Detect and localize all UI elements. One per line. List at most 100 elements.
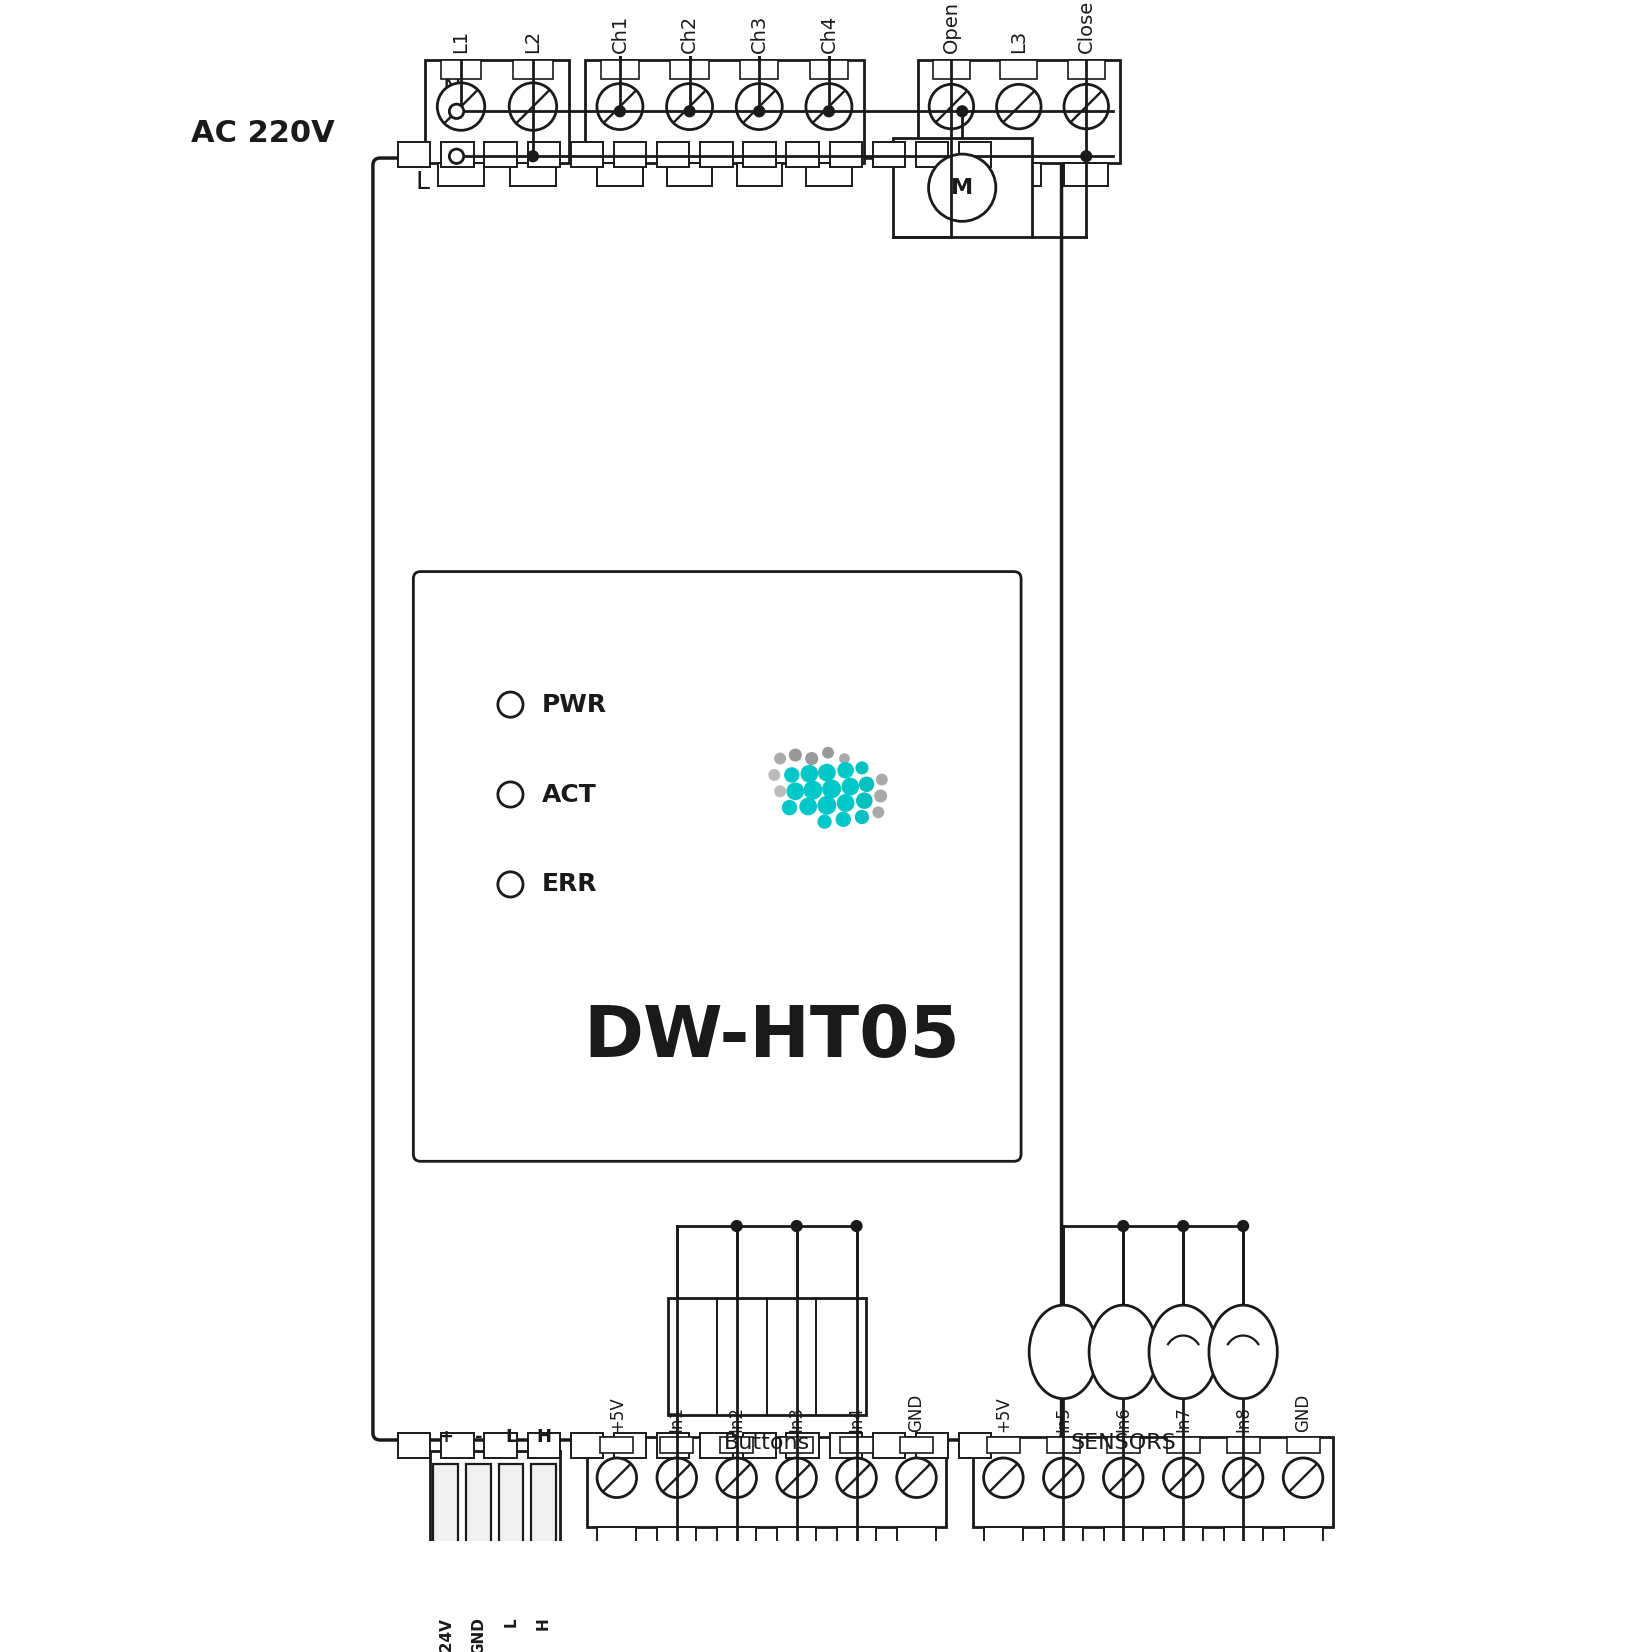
Bar [786,1432,819,1459]
Text: L3: L3 [1009,30,1028,53]
Bar [532,1464,557,1546]
Circle shape [897,1459,937,1497]
Bar [1001,59,1037,79]
Circle shape [928,84,973,129]
Bar [509,164,557,187]
Circle shape [928,154,996,221]
Circle shape [786,783,803,800]
Circle shape [775,786,785,796]
Bar [986,1437,1019,1454]
Text: L: L [506,1429,517,1446]
Bar [841,1437,872,1454]
Circle shape [805,781,821,800]
Bar [499,1464,524,1546]
Circle shape [876,790,887,801]
Bar [601,59,639,79]
Circle shape [801,765,818,781]
Bar [776,1526,816,1546]
Circle shape [1284,1459,1323,1497]
Bar [1166,1437,1199,1454]
Circle shape [497,692,524,717]
Circle shape [1104,1459,1143,1497]
Circle shape [791,1221,801,1231]
Ellipse shape [1089,1305,1158,1399]
Ellipse shape [1209,1305,1277,1399]
Ellipse shape [1029,1305,1097,1399]
Circle shape [776,1459,816,1497]
Text: In7: In7 [1175,1406,1193,1432]
Text: +5V: +5V [608,1396,626,1432]
Bar [743,142,776,167]
Text: GND: GND [907,1394,925,1432]
Circle shape [806,753,818,765]
Text: L2: L2 [524,30,542,53]
Text: +5V: +5V [995,1396,1013,1432]
Text: Buttons: Buttons [724,1432,809,1452]
Bar [1107,1437,1140,1454]
Circle shape [1224,1459,1262,1497]
Text: L1: L1 [451,30,471,53]
Text: Ch4: Ch4 [819,15,839,53]
Circle shape [800,798,816,814]
Circle shape [596,1459,636,1497]
Bar [829,1432,862,1459]
Bar [1227,1437,1259,1454]
Bar [960,142,991,167]
Bar [570,142,603,167]
Bar [973,1437,1333,1526]
Circle shape [983,1459,1023,1497]
Bar [484,1432,517,1459]
Text: In3: In3 [788,1406,806,1432]
Text: DW-HT05: DW-HT05 [583,1003,960,1072]
Circle shape [1178,1221,1188,1231]
Bar [425,59,568,164]
Text: Ch2: Ch2 [681,15,699,53]
Bar [717,1526,757,1546]
Bar [1287,1437,1320,1454]
Bar [657,1432,689,1459]
Bar [838,1526,876,1546]
Circle shape [823,780,841,798]
Bar [1104,1526,1143,1546]
Text: GND: GND [471,1617,486,1652]
Bar [430,1450,560,1558]
Bar [441,1432,474,1459]
Circle shape [770,770,780,780]
Text: N: N [443,76,461,101]
Bar [897,1526,937,1546]
Bar [433,1464,458,1546]
Text: In2: In2 [727,1406,745,1432]
Bar [1044,1526,1082,1546]
Text: M: M [952,178,973,198]
Circle shape [823,747,833,758]
Text: L: L [416,170,430,193]
Circle shape [667,84,712,129]
Bar [615,1432,646,1459]
Bar [438,164,484,187]
Circle shape [509,83,557,131]
Text: In6: In6 [1113,1406,1132,1432]
Bar [570,1432,603,1459]
Text: SENSORS: SENSORS [1070,1432,1176,1452]
Bar [398,1432,431,1459]
Text: L: L [504,1617,519,1627]
Circle shape [872,808,884,818]
Circle shape [527,150,539,162]
Text: Close: Close [1077,0,1095,53]
Circle shape [824,106,834,117]
Text: Ch1: Ch1 [610,15,629,53]
Circle shape [737,84,783,129]
Bar [740,59,778,79]
Bar [930,164,973,187]
Bar [671,59,709,79]
Circle shape [806,84,852,129]
Circle shape [1237,1221,1249,1231]
Bar [598,164,643,187]
Circle shape [753,106,765,117]
Bar [960,1432,991,1459]
Text: +24V: +24V [438,1617,453,1652]
Bar [667,164,712,187]
Circle shape [836,813,851,826]
Text: H: H [537,1429,552,1446]
Circle shape [856,762,867,773]
